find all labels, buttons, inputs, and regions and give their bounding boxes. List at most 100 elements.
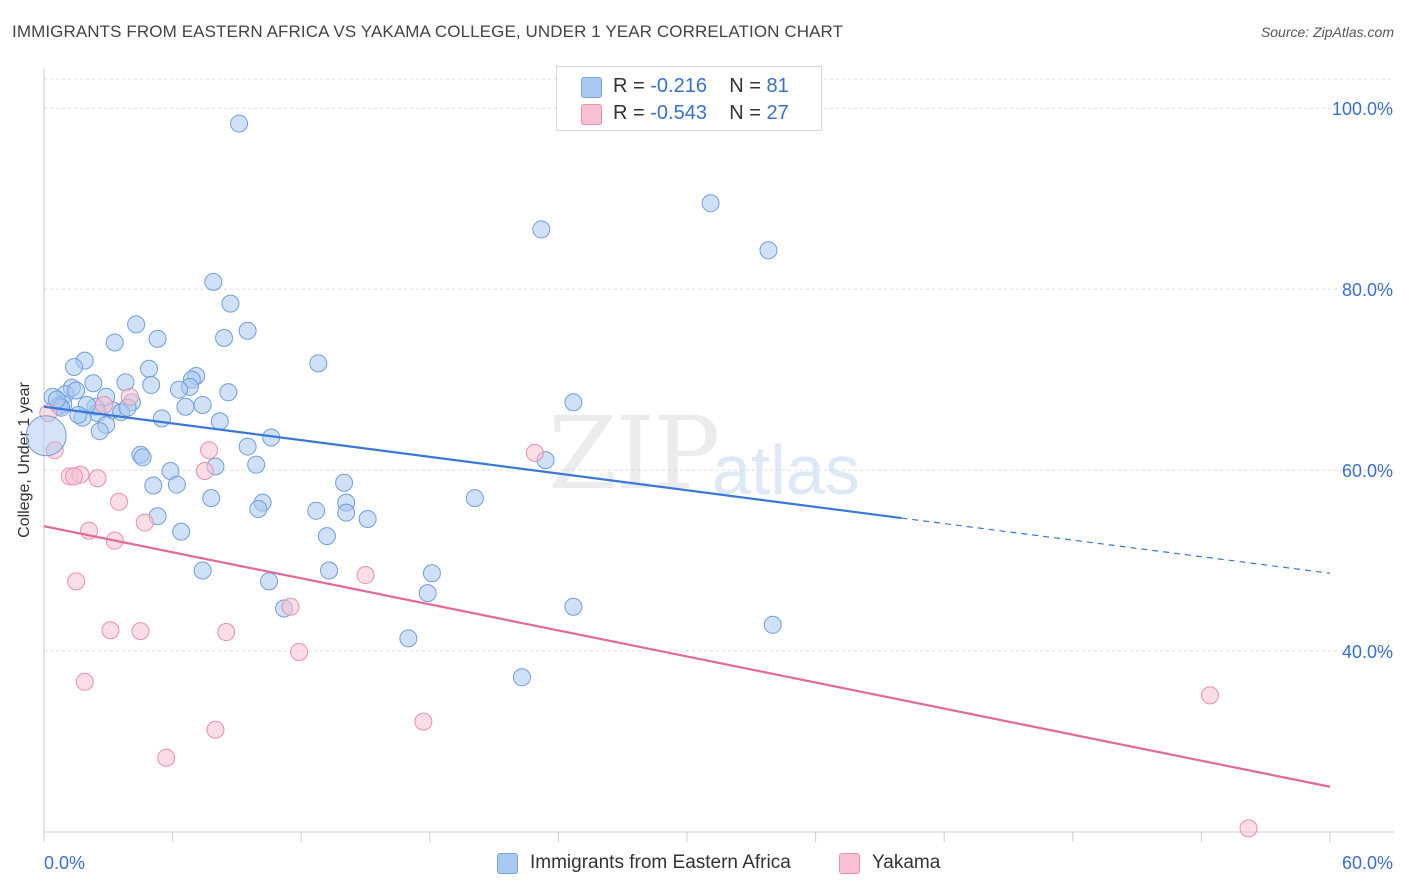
point-eastern-africa (170, 380, 189, 399)
point-yakama (75, 672, 94, 691)
point-eastern-africa (105, 333, 124, 352)
point-eastern-africa (193, 395, 212, 414)
r-value: -0.543 (650, 102, 707, 124)
y-tick-label: 100.0% (1332, 99, 1393, 119)
point-eastern-africa (358, 509, 377, 528)
trendline-yakama (43, 525, 1331, 788)
point-eastern-africa (701, 194, 720, 213)
point-yakama (1239, 819, 1258, 838)
point-eastern-africa (759, 241, 778, 260)
point-eastern-africa (238, 321, 257, 340)
point-eastern-africa (418, 584, 437, 603)
n-label: N = (729, 102, 761, 124)
legend-label-yakama: Yakama (872, 852, 941, 873)
y-tick-label: 60.0% (1342, 461, 1393, 481)
point-eastern-africa (238, 437, 257, 456)
point-yakama (217, 623, 236, 642)
point-eastern-africa (215, 329, 234, 347)
point-yakama (1200, 686, 1219, 705)
point-eastern-africa (172, 522, 191, 541)
legend-label-eastern-africa: Immigrants from Eastern Africa (530, 852, 791, 873)
point-eastern-africa (230, 114, 249, 133)
r-label: R = (613, 102, 645, 124)
point-eastern-africa (247, 455, 266, 474)
point-yakama (135, 513, 154, 532)
n-value: 27 (766, 102, 789, 124)
point-eastern-africa (176, 397, 195, 416)
point-eastern-africa (67, 381, 86, 400)
chart-title: IMMIGRANTS FROM EASTERN AFRICA VS YAKAMA… (12, 22, 844, 41)
point-yakama (95, 395, 114, 414)
n-label: N = (729, 75, 761, 97)
point-eastern-africa (152, 409, 171, 428)
point-eastern-africa (337, 503, 356, 522)
point-eastern-africa (204, 272, 223, 291)
point-eastern-africa (65, 357, 84, 376)
point-eastern-africa (465, 489, 484, 508)
point-eastern-africa (532, 220, 551, 239)
r-value: -0.216 (650, 75, 707, 97)
point-yakama (88, 469, 107, 488)
y-tick-label: 80.0% (1342, 280, 1393, 300)
stats-legend: R = -0.216 N = 81 R = -0.543 N = 27 (556, 66, 822, 131)
point-yakama (195, 462, 214, 480)
point-yakama (65, 467, 84, 486)
point-eastern-africa (193, 561, 212, 580)
point-yakama (414, 712, 433, 731)
point-eastern-africa (221, 294, 240, 313)
y-tick-label: 40.0% (1342, 642, 1393, 662)
point-yakama (356, 566, 375, 585)
point-eastern-africa (320, 561, 339, 580)
point-eastern-africa (309, 354, 328, 373)
r-label: R = (613, 75, 645, 97)
swatch-yakama (581, 104, 602, 125)
point-yakama (67, 572, 86, 591)
point-eastern-africa (142, 376, 161, 395)
point-eastern-africa (210, 412, 229, 431)
point-yakama (200, 441, 219, 460)
point-eastern-africa (84, 374, 103, 393)
point-eastern-africa (69, 405, 88, 424)
point-yakama (131, 622, 150, 641)
point-yakama (110, 492, 129, 511)
n-value: 81 (766, 75, 789, 97)
swatch-eastern-africa (581, 77, 602, 98)
point-yakama (525, 443, 544, 462)
point-eastern-africa (399, 629, 418, 648)
point-yakama (290, 642, 309, 661)
point-eastern-africa (564, 393, 583, 412)
trendline-eastern-africa (43, 405, 902, 520)
point-eastern-africa (219, 383, 238, 402)
point-eastern-africa (202, 489, 221, 508)
x-tick-label: 60.0% (1342, 853, 1393, 873)
point-eastern-africa (144, 476, 163, 495)
point-eastern-africa (422, 564, 441, 583)
point-eastern-africa (260, 572, 279, 591)
point-yakama (281, 597, 300, 616)
point-yakama (120, 387, 139, 406)
point-eastern-africa (249, 500, 268, 518)
point-yakama (101, 621, 120, 640)
point-yakama (206, 720, 225, 739)
x-tick-label: 0.0% (44, 853, 85, 873)
stats-text: R = -0.543 N = 27 (613, 102, 789, 125)
point-yakama (157, 748, 176, 767)
point-eastern-africa (127, 315, 146, 334)
point-eastern-africa (167, 475, 186, 494)
point-eastern-africa (512, 668, 531, 687)
legend-swatch-yakama (839, 853, 860, 874)
stats-text: R = -0.216 N = 81 (613, 75, 789, 98)
source-note: Source: ZipAtlas.com (1260, 24, 1394, 40)
point-eastern-africa (133, 448, 152, 467)
point-eastern-africa (564, 597, 583, 616)
point-eastern-africa (140, 359, 159, 378)
point-eastern-africa (317, 527, 336, 546)
point-eastern-africa (25, 415, 67, 457)
point-eastern-africa (763, 615, 782, 634)
point-eastern-africa (307, 501, 326, 520)
point-eastern-africa (148, 329, 167, 348)
watermark-zip: ZIP (548, 395, 720, 512)
point-eastern-africa (335, 473, 354, 492)
point-eastern-africa (90, 422, 109, 441)
